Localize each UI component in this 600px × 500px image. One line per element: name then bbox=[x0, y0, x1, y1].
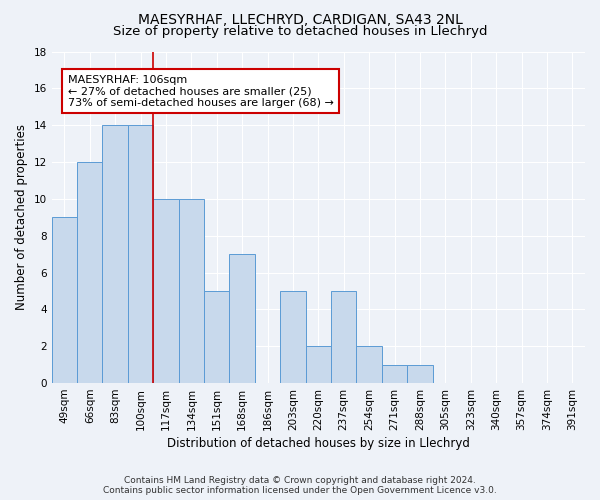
Bar bbox=[153, 199, 179, 383]
Bar bbox=[103, 125, 128, 383]
Bar bbox=[77, 162, 103, 383]
Text: MAESYRHAF: 106sqm
← 27% of detached houses are smaller (25)
73% of semi-detached: MAESYRHAF: 106sqm ← 27% of detached hous… bbox=[68, 74, 334, 108]
Bar bbox=[305, 346, 331, 383]
Bar bbox=[280, 291, 305, 383]
Bar bbox=[52, 218, 77, 383]
Bar bbox=[331, 291, 356, 383]
Bar bbox=[128, 125, 153, 383]
Bar bbox=[179, 199, 204, 383]
X-axis label: Distribution of detached houses by size in Llechryd: Distribution of detached houses by size … bbox=[167, 437, 470, 450]
Bar bbox=[229, 254, 255, 383]
Bar bbox=[356, 346, 382, 383]
Text: Size of property relative to detached houses in Llechryd: Size of property relative to detached ho… bbox=[113, 25, 487, 38]
Y-axis label: Number of detached properties: Number of detached properties bbox=[15, 124, 28, 310]
Bar bbox=[382, 364, 407, 383]
Bar bbox=[204, 291, 229, 383]
Bar bbox=[407, 364, 433, 383]
Text: Contains HM Land Registry data © Crown copyright and database right 2024.
Contai: Contains HM Land Registry data © Crown c… bbox=[103, 476, 497, 495]
Text: MAESYRHAF, LLECHRYD, CARDIGAN, SA43 2NL: MAESYRHAF, LLECHRYD, CARDIGAN, SA43 2NL bbox=[137, 12, 463, 26]
